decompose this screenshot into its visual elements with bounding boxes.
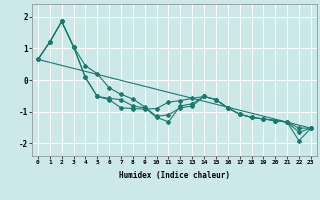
- X-axis label: Humidex (Indice chaleur): Humidex (Indice chaleur): [119, 171, 230, 180]
